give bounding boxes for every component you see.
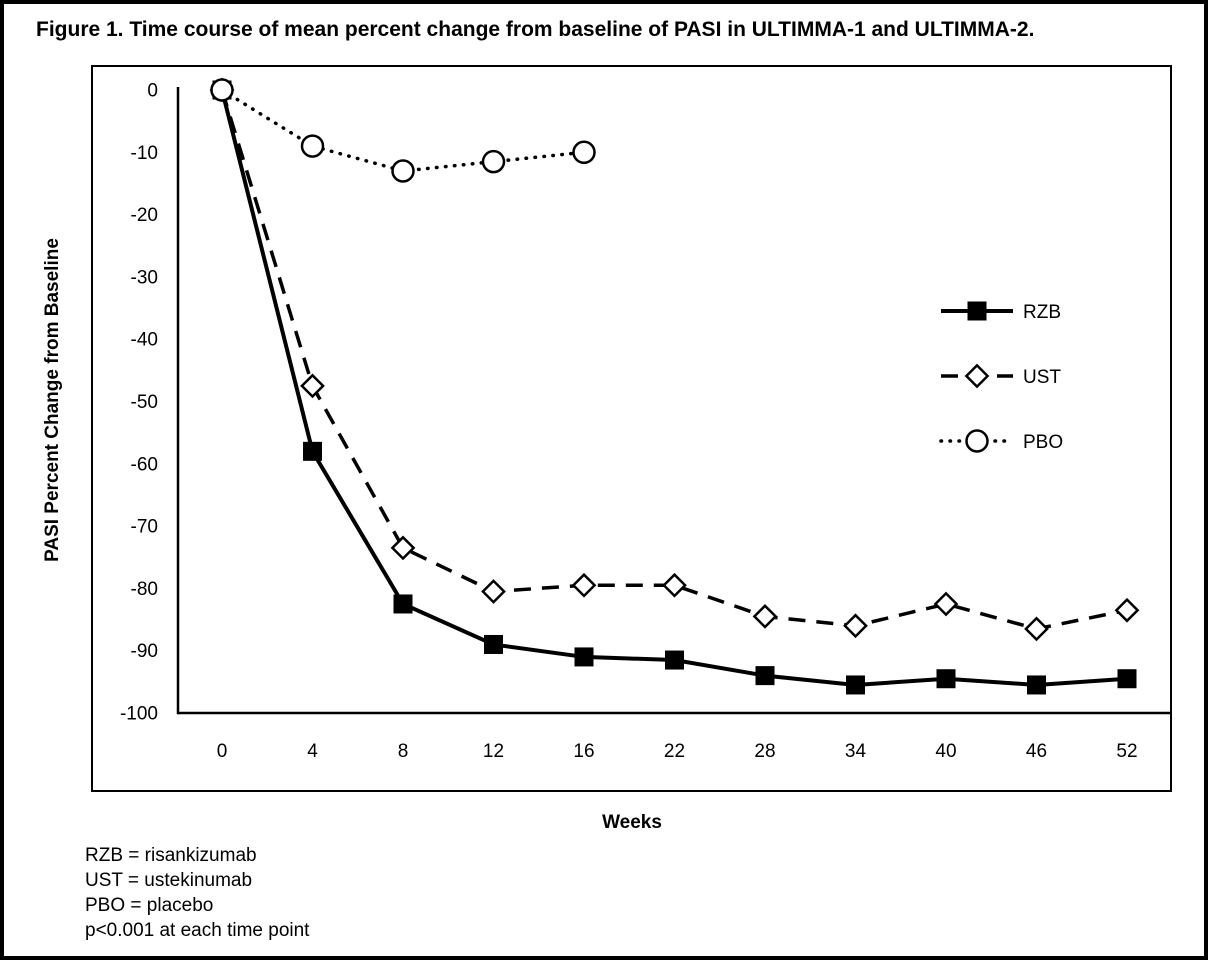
data-point-pbo bbox=[210, 78, 234, 102]
data-point-rzb bbox=[303, 441, 322, 461]
data-point-rzb bbox=[1027, 675, 1046, 695]
footnotes: RZB = risankizumab UST = ustekinumab PBO… bbox=[85, 843, 309, 943]
y-tick-label: -80 bbox=[131, 579, 158, 600]
legend-label-rzb: RZB bbox=[1023, 302, 1061, 323]
y-axis-title: PASI Percent Change from Baseline bbox=[42, 238, 63, 562]
y-tick-label: -50 bbox=[131, 392, 158, 413]
y-tick-label: -40 bbox=[131, 330, 158, 351]
y-tick-label: -100 bbox=[120, 704, 158, 725]
data-point-pbo bbox=[572, 140, 596, 165]
legend-marker-pbo bbox=[965, 429, 989, 453]
data-point-ust bbox=[571, 572, 597, 598]
legend-marker-rzb bbox=[967, 301, 987, 321]
series-line-ust bbox=[220, 89, 1128, 631]
x-tick-label: 52 bbox=[1116, 741, 1137, 762]
data-point-rzb bbox=[755, 666, 775, 686]
chart-frame bbox=[91, 65, 1172, 792]
x-tick-label: 28 bbox=[754, 741, 775, 762]
data-point-ust bbox=[752, 604, 778, 629]
y-tick-label: 0 bbox=[147, 81, 158, 102]
x-tick-label: 8 bbox=[398, 741, 409, 762]
x-tick-label: 34 bbox=[845, 741, 867, 762]
data-point-rzb bbox=[484, 634, 503, 654]
legend-label-pbo: PBO bbox=[1023, 432, 1063, 453]
y-tick-label: -30 bbox=[131, 267, 158, 288]
footnote-pbo: PBO = placebo bbox=[85, 895, 214, 916]
x-tick-label: 40 bbox=[935, 741, 956, 762]
data-point-ust bbox=[300, 373, 325, 399]
data-point-rzb bbox=[574, 647, 594, 667]
data-point-ust bbox=[1114, 597, 1140, 623]
y-tick-label: -10 bbox=[131, 143, 158, 164]
y-tick-label: -60 bbox=[131, 454, 158, 475]
data-point-ust bbox=[1024, 616, 1049, 642]
data-point-pbo bbox=[481, 149, 506, 174]
x-tick-label: 16 bbox=[573, 741, 594, 762]
y-tick-label: -20 bbox=[131, 205, 158, 226]
data-point-rzb bbox=[665, 650, 684, 670]
x-tick-label: 0 bbox=[217, 741, 228, 762]
x-axis-title: Weeks bbox=[602, 812, 662, 833]
x-tick-label: 4 bbox=[307, 741, 318, 762]
x-tick-label: 46 bbox=[1026, 741, 1047, 762]
footnote-ust: UST = ustekinumab bbox=[85, 870, 253, 891]
data-point-ust bbox=[481, 579, 506, 604]
data-point-rzb bbox=[936, 669, 956, 689]
series-line-pbo bbox=[220, 88, 586, 173]
y-tick-label: -70 bbox=[131, 517, 158, 538]
y-tick-label: -90 bbox=[131, 641, 158, 662]
data-point-ust bbox=[933, 591, 959, 617]
data-point-rzb bbox=[846, 675, 865, 695]
figure-title: Figure 1. Time course of mean percent ch… bbox=[36, 18, 1035, 41]
legend-label-ust: UST bbox=[1023, 367, 1061, 388]
data-point-pbo bbox=[300, 134, 325, 158]
data-point-pbo bbox=[391, 159, 415, 183]
data-point-ust bbox=[390, 535, 416, 561]
data-point-ust bbox=[843, 613, 868, 639]
data-point-rzb bbox=[393, 594, 413, 614]
legend-marker-ust bbox=[964, 363, 990, 389]
data-point-rzb bbox=[1117, 669, 1137, 689]
footnote-pvalue: p<0.001 at each time point bbox=[85, 920, 310, 941]
footnote-rzb: RZB = risankizumab bbox=[85, 845, 257, 866]
data-point-ust bbox=[662, 572, 687, 598]
x-tick-label: 12 bbox=[483, 741, 504, 762]
x-tick-label: 22 bbox=[664, 741, 685, 762]
